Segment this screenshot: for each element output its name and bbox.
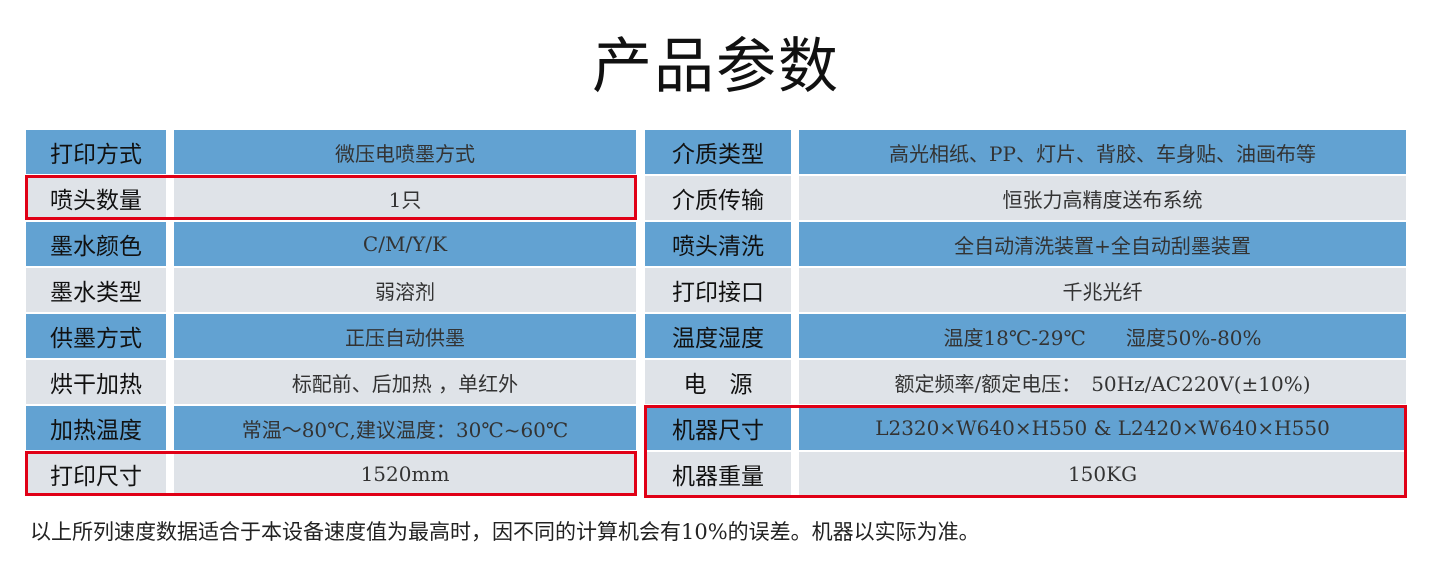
spec-value: 微压电喷墨方式 bbox=[174, 130, 636, 174]
spec-label: 烘干加热 bbox=[26, 360, 166, 404]
spec-value: 正压自动供墨 bbox=[174, 314, 636, 358]
spec-label: 喷头清洗 bbox=[645, 222, 791, 266]
spec-value: 额定频率/额定电压： 50Hz/AC220V(±10%) bbox=[799, 360, 1406, 404]
spec-value: 常温～80℃,建议温度：30℃~60℃ bbox=[174, 406, 636, 450]
spec-label: 机器尺寸 bbox=[645, 406, 791, 450]
spec-value: 千兆光纤 bbox=[799, 268, 1406, 312]
footnote: 以上所列速度数据适合于本设备速度值为最高时，因不同的计算机会有10%的误差。机器… bbox=[30, 520, 980, 544]
spec-value: 标配前、后加热 ，单红外 bbox=[174, 360, 636, 404]
spec-label: 介质传输 bbox=[645, 176, 791, 220]
spec-label: 打印接口 bbox=[645, 268, 791, 312]
spec-label: 机器重量 bbox=[645, 452, 791, 496]
spec-value: C/M/Y/K bbox=[174, 222, 636, 266]
spec-label: 墨水颜色 bbox=[26, 222, 166, 266]
spec-label: 介质类型 bbox=[645, 130, 791, 174]
spec-label: 温度湿度 bbox=[645, 314, 791, 358]
spec-value: 高光相纸、PP、灯片、背胶、车身贴、油画布等 bbox=[799, 130, 1406, 174]
spec-label: 喷头数量 bbox=[26, 176, 166, 220]
spec-value: 温度18℃-29℃ 湿度50%-80% bbox=[799, 314, 1406, 358]
spec-label: 打印方式 bbox=[26, 130, 166, 174]
spec-value: 150KG bbox=[799, 452, 1406, 496]
spec-label: 电 源 bbox=[645, 360, 791, 404]
spec-label: 打印尺寸 bbox=[26, 452, 166, 496]
spec-value: 恒张力高精度送布系统 bbox=[799, 176, 1406, 220]
spec-value: 1只 bbox=[174, 176, 636, 220]
spec-label: 供墨方式 bbox=[26, 314, 166, 358]
spec-label: 墨水类型 bbox=[26, 268, 166, 312]
spec-label: 加热温度 bbox=[26, 406, 166, 450]
spec-value: 全自动清洗装置+全自动刮墨装置 bbox=[799, 222, 1406, 266]
spec-value: 弱溶剂 bbox=[174, 268, 636, 312]
spec-value: L2320×W640×H550 & L2420×W640×H550 bbox=[799, 406, 1406, 450]
spec-value: 1520mm bbox=[174, 452, 636, 496]
page-title: 产品参数 bbox=[592, 32, 840, 102]
